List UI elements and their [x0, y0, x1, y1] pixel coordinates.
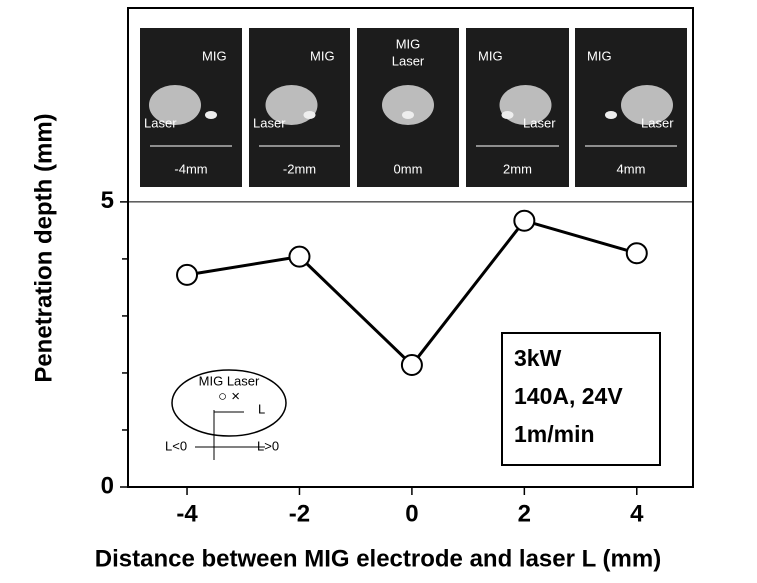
inset-left: L<0	[165, 438, 187, 453]
panel-distance: -2mm	[283, 161, 316, 176]
y-tick-label: 5	[101, 187, 114, 214]
laser-spot	[502, 111, 514, 119]
data-point	[289, 247, 309, 267]
y-axis-label: Penetration depth (mm)	[30, 113, 57, 382]
condition-text: 140A, 24V	[514, 383, 623, 409]
laser-spot	[605, 111, 617, 119]
inset-symbols: ○ ×	[218, 388, 240, 405]
data-point	[627, 243, 647, 263]
data-point	[514, 211, 534, 231]
panel-distance: 4mm	[617, 161, 646, 176]
x-axis-label: Distance between MIG electrode and laser…	[95, 545, 661, 572]
inset-l: L	[258, 401, 265, 416]
panel-mig: MIG	[587, 48, 612, 63]
panel-mig: MIG	[202, 48, 227, 63]
panel-laser: Laser	[523, 115, 556, 130]
panel-laser: Laser	[392, 53, 425, 68]
panel-mig: MIG	[396, 36, 421, 51]
inset-text: MIG Laser	[199, 373, 260, 388]
panel-mig: MIG	[478, 48, 503, 63]
panel-distance: -4mm	[174, 161, 207, 176]
inset-right: L>0	[257, 438, 279, 453]
panel-laser: Laser	[641, 115, 674, 130]
panel-distance: 2mm	[503, 161, 532, 176]
x-tick-label: -4	[176, 500, 198, 527]
panel-laser: Laser	[144, 115, 177, 130]
laser-spot	[402, 111, 414, 119]
x-tick-label: 4	[630, 500, 644, 527]
panel-laser: Laser	[253, 115, 286, 130]
laser-spot	[304, 111, 316, 119]
x-tick-label: 2	[518, 500, 531, 527]
panel-distance: 0mm	[394, 161, 423, 176]
x-tick-label: -2	[289, 500, 310, 527]
x-tick-label: 0	[405, 500, 418, 527]
panel-mig: MIG	[310, 48, 335, 63]
chart: Distance between MIG electrode and laser…	[0, 0, 757, 583]
data-point	[402, 355, 422, 375]
laser-spot	[205, 111, 217, 119]
condition-text: 3kW	[514, 345, 562, 371]
y-tick-label: 0	[101, 472, 114, 499]
condition-text: 1m/min	[514, 421, 595, 447]
data-point	[177, 265, 197, 285]
